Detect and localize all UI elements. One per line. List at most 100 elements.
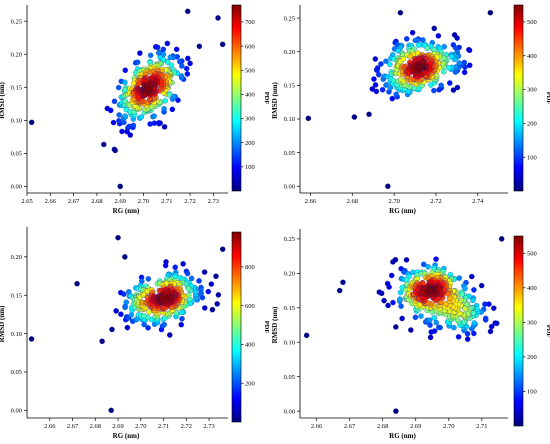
data-point bbox=[134, 59, 141, 65]
data-point bbox=[456, 275, 463, 281]
data-point bbox=[397, 296, 403, 302]
data-point bbox=[390, 77, 397, 84]
x-axis-label: RG (nm) bbox=[389, 432, 416, 440]
y-axis-label: RMSD (nm) bbox=[0, 305, 6, 342]
y-tick-label: 0.10 bbox=[11, 118, 22, 125]
data-point bbox=[185, 55, 191, 62]
data-point bbox=[336, 287, 343, 294]
data-point bbox=[461, 69, 468, 76]
data-point bbox=[141, 313, 147, 319]
colorbar-tick-label: 800 bbox=[245, 264, 255, 271]
data-point bbox=[118, 311, 124, 317]
data-point bbox=[393, 324, 399, 330]
data-point bbox=[487, 9, 494, 16]
x-axis-label: RG (nm) bbox=[113, 207, 140, 215]
data-point bbox=[175, 97, 181, 103]
data-point bbox=[28, 336, 35, 342]
data-point bbox=[215, 15, 221, 21]
data-point bbox=[161, 106, 167, 112]
x-tick-label: 2.67 bbox=[67, 423, 79, 430]
data-point bbox=[196, 278, 202, 284]
data-point bbox=[415, 42, 422, 48]
data-point bbox=[393, 408, 399, 414]
x-tick-label: 2.68 bbox=[377, 423, 388, 430]
data-point bbox=[399, 315, 405, 322]
x-tick-label: 2.66 bbox=[45, 198, 57, 205]
scatter-panel-top-right: 2.66 2.68 2.70 2.72 2.74 0.00 0.05 0.10 0.15 0.20… bbox=[271, 4, 550, 215]
x-tick-label: 2.66 bbox=[311, 423, 323, 430]
data-point bbox=[456, 60, 462, 66]
data-point bbox=[492, 320, 498, 326]
data-point bbox=[99, 338, 105, 344]
y-axis-label: RMSD (nm) bbox=[271, 306, 279, 343]
data-point bbox=[154, 44, 161, 51]
data-point bbox=[144, 85, 150, 91]
data-point bbox=[184, 71, 191, 77]
data-point bbox=[219, 41, 226, 48]
scatter-panel-bottom-left: 2.66 2.67 2.68 2.69 2.70 2.71 2.72 2.73 0.00 0.05… bbox=[0, 227, 270, 440]
colorbar-label: PDF bbox=[545, 325, 550, 338]
colorbar-frame bbox=[231, 4, 242, 192]
data-point bbox=[171, 93, 177, 100]
y-tick-label: 0.20 bbox=[284, 49, 295, 56]
data-point bbox=[455, 334, 462, 340]
data-point bbox=[185, 286, 192, 292]
data-point bbox=[156, 50, 162, 56]
colorbar bbox=[514, 236, 523, 426]
data-point bbox=[464, 336, 471, 342]
data-point bbox=[115, 234, 121, 241]
colorbar-tick-label: 600 bbox=[245, 43, 255, 50]
y-tick-label: 0.15 bbox=[284, 83, 295, 90]
data-point bbox=[169, 106, 176, 113]
colorbar-tick-label: 200 bbox=[527, 354, 537, 361]
data-point bbox=[427, 334, 434, 341]
colorbar-label: PDF bbox=[263, 92, 270, 105]
data-point bbox=[498, 236, 505, 242]
data-point bbox=[390, 259, 396, 265]
data-point bbox=[111, 98, 118, 105]
colorbar-tick-label: 200 bbox=[245, 140, 255, 147]
data-point bbox=[130, 122, 137, 129]
colorbar-frame bbox=[513, 4, 524, 192]
data-point bbox=[215, 292, 222, 298]
data-point bbox=[196, 43, 203, 50]
scatter-panel-top-left: 2.65 2.66 2.67 2.68 2.69 2.70 2.71 2.72 2.73 0.00… bbox=[0, 4, 270, 215]
data-point bbox=[145, 276, 152, 282]
data-point bbox=[115, 84, 122, 91]
data-point bbox=[159, 295, 165, 301]
data-point bbox=[173, 310, 180, 316]
data-point bbox=[137, 50, 143, 56]
colorbar-label: PDF bbox=[545, 92, 550, 105]
y-tick-label: 0.10 bbox=[284, 116, 295, 123]
colorbar-tick-label: 100 bbox=[527, 389, 537, 396]
data-point bbox=[431, 328, 438, 334]
data-point bbox=[124, 324, 131, 331]
data-point bbox=[369, 86, 376, 92]
x-tick-label: 2.65 bbox=[21, 198, 32, 205]
data-point bbox=[108, 407, 114, 414]
data-point bbox=[208, 281, 215, 287]
data-point bbox=[437, 324, 443, 331]
colorbar-tick-label: 300 bbox=[527, 87, 537, 94]
data-point bbox=[491, 305, 497, 311]
data-point bbox=[122, 67, 128, 73]
y-axis-label: RMSD (nm) bbox=[0, 81, 6, 118]
data-point bbox=[471, 320, 478, 326]
data-point bbox=[379, 87, 386, 93]
data-point bbox=[109, 326, 115, 333]
data-point bbox=[420, 37, 426, 43]
data-point bbox=[398, 303, 404, 309]
data-point bbox=[383, 58, 389, 64]
data-point bbox=[147, 52, 154, 59]
data-point bbox=[162, 262, 169, 269]
y-tick-label: 0.10 bbox=[11, 331, 22, 338]
data-point bbox=[431, 25, 437, 32]
x-tick-label: 2.69 bbox=[114, 198, 125, 205]
colorbar-tick-label: 600 bbox=[245, 303, 255, 310]
x-tick-label: 2.66 bbox=[305, 198, 317, 205]
data-point bbox=[438, 82, 444, 89]
x-tick-label: 2.67 bbox=[68, 198, 80, 205]
x-tick-label: 2.73 bbox=[203, 423, 214, 430]
data-point bbox=[471, 330, 477, 337]
data-point bbox=[122, 79, 128, 86]
